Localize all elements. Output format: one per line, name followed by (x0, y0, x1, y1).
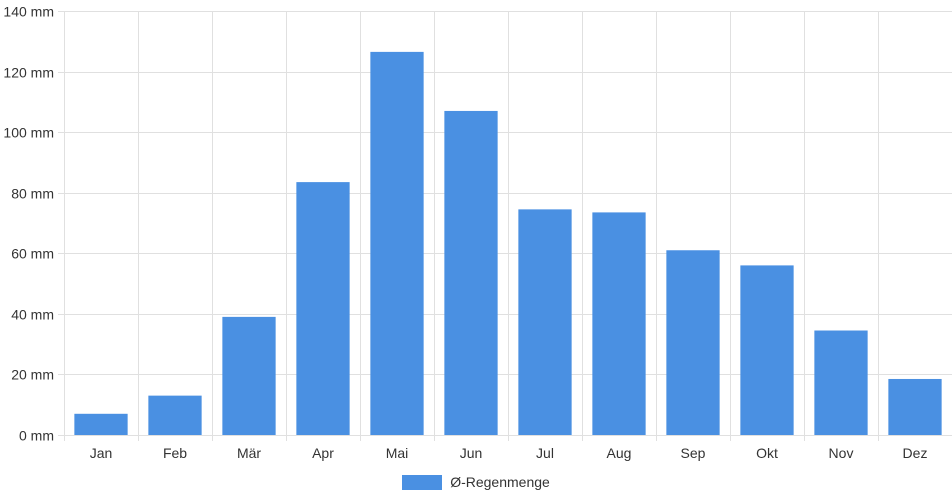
bar-jan[interactable] (74, 413, 128, 435)
x-tick-label: Jun (460, 445, 483, 461)
bar-okt[interactable] (740, 265, 794, 435)
x-axis-ticks: Jan Feb Mär Apr Mai Jun Jul Aug Sep Okt Nov Dez (90, 445, 928, 461)
bar-apr[interactable] (296, 182, 350, 435)
bar-sep[interactable] (666, 250, 720, 435)
bar-dez[interactable] (888, 378, 942, 435)
x-tick-label: Dez (903, 445, 928, 461)
y-axis-ticks: 0 mm 20 mm 40 mm 60 mm 80 mm 100 mm 120 mm 140 … (3, 4, 54, 444)
bar-nov[interactable] (814, 330, 868, 435)
bar-mär[interactable] (222, 316, 276, 435)
grid-lines (58, 11, 952, 441)
y-tick-label: 140 mm (3, 4, 54, 20)
x-tick-label: Feb (163, 445, 187, 461)
x-tick-label: Jan (90, 445, 113, 461)
x-tick-label: Okt (756, 445, 778, 461)
bar-feb[interactable] (148, 395, 202, 435)
x-tick-label: Apr (312, 445, 334, 461)
x-tick-label: Mär (237, 445, 261, 461)
y-tick-label: 80 mm (11, 186, 54, 202)
legend-item-series[interactable]: Ø-Regenmenge (402, 474, 550, 490)
y-tick-label: 60 mm (11, 246, 54, 262)
x-tick-label: Aug (607, 445, 632, 461)
y-tick-label: 120 mm (3, 65, 54, 81)
legend-label: Ø-Regenmenge (450, 474, 550, 490)
bar-mai[interactable] (370, 51, 424, 436)
x-tick-label: Mai (386, 445, 409, 461)
bar-jul[interactable] (518, 209, 572, 435)
bar-jun[interactable] (444, 110, 498, 435)
bar-aug[interactable] (592, 212, 646, 435)
bars (74, 51, 942, 436)
y-tick-label: 20 mm (11, 367, 54, 383)
y-tick-label: 100 mm (3, 125, 54, 141)
legend-swatch (402, 474, 443, 490)
y-tick-label: 40 mm (11, 307, 54, 323)
x-tick-label: Sep (681, 445, 706, 461)
x-tick-label: Nov (829, 445, 854, 461)
legend: Ø-Regenmenge (0, 472, 952, 492)
y-tick-label: 0 mm (19, 428, 54, 444)
x-tick-label: Jul (536, 445, 554, 461)
